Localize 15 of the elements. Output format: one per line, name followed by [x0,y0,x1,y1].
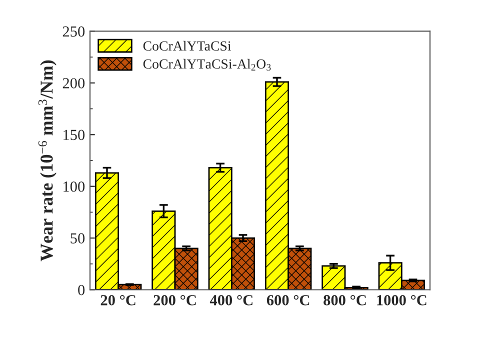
y-tick-label: 0 [78,284,85,296]
y-tick-label: 150 [64,130,85,140]
legend-label: CoCrAlYTaCSi-Al$_{2}$O$_{3}$ [143,58,271,71]
x-tick-label: 800 °C [324,295,366,306]
y-tick-label: 100 [64,181,85,192]
x-tick-label: 200 °C [154,295,196,306]
x-tick-label: 20 °C [100,295,136,306]
y-tick-label: 50 [70,233,85,244]
x-tick-label: 1000 °C [377,295,426,306]
x-tick-label: 600 °C [266,295,310,306]
y-tick-label: 200 [62,78,85,88]
y-axis-title: Wear rate (10$^{−6}$ mm$^{3}$/Nm) [38,60,56,262]
legend-label: CoCrAlYTaCSi [143,40,232,51]
y-tick-label: 250 [62,26,85,37]
x-tick-label: 400 °C [210,295,252,306]
